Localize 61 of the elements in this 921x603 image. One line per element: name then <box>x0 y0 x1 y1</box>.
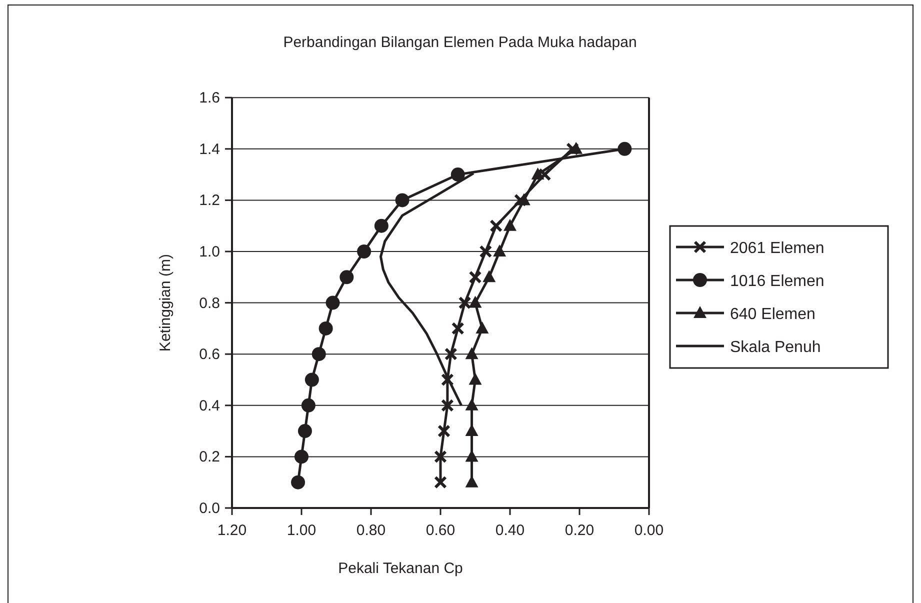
x-tick-label: 0.80 <box>356 522 386 539</box>
point <box>298 424 312 438</box>
point <box>444 348 458 361</box>
legend-label: 1016 Elemen <box>730 273 824 290</box>
point <box>440 373 454 386</box>
y-tick-label: 1.2 <box>199 192 220 210</box>
point <box>490 219 503 232</box>
point <box>618 142 632 156</box>
point <box>451 322 464 335</box>
point <box>493 244 506 256</box>
point <box>340 270 354 284</box>
x-tick-label: 0.00 <box>634 522 664 539</box>
point <box>326 296 340 310</box>
legend-label: Skala Penuh <box>730 339 821 356</box>
point <box>465 398 478 410</box>
point <box>514 194 527 207</box>
x-tick-label: 1.20 <box>217 522 247 539</box>
point <box>479 245 492 258</box>
point <box>291 475 306 490</box>
point <box>440 398 454 412</box>
point <box>294 450 308 464</box>
x-tick-label: 0.40 <box>495 522 525 539</box>
chart-title: Perbandingan Bilangan Elemen Pada Muka hadapan <box>283 34 637 51</box>
point <box>468 372 482 385</box>
y-axis-title: Ketinggian (m) <box>157 254 174 352</box>
y-tick-label: 1.0 <box>199 244 220 260</box>
point <box>538 168 552 182</box>
point <box>458 296 472 310</box>
y-tick-label: 1.4 <box>199 140 220 158</box>
x-tick-label: 0.20 <box>564 522 594 539</box>
point <box>468 270 482 284</box>
point <box>374 218 388 233</box>
x-axis-title: Pekali Tekanan Cp <box>338 560 463 577</box>
point <box>304 372 319 387</box>
y-tick-label: 0.4 <box>199 397 220 414</box>
y-tick-label: 0.6 <box>199 346 220 364</box>
point <box>465 424 478 436</box>
point <box>434 450 447 464</box>
point <box>450 168 465 182</box>
point <box>318 321 333 336</box>
legend-label: 2061 Elemen <box>730 240 824 257</box>
x-tick-label: 0.60 <box>426 522 456 539</box>
y-tick-label: 1.6 <box>199 90 220 107</box>
y-tick-label: 0.0 <box>199 500 220 517</box>
point <box>476 321 489 334</box>
point <box>468 296 482 308</box>
point <box>504 218 516 231</box>
point <box>357 244 372 258</box>
y-tick-label: 0.8 <box>199 294 220 312</box>
legend-label: 640 Elemen <box>730 306 816 323</box>
point <box>465 347 478 360</box>
point <box>465 450 478 462</box>
point <box>395 193 410 208</box>
point <box>301 398 316 412</box>
point <box>437 424 450 438</box>
point <box>566 142 580 156</box>
y-tick-label: 0.2 <box>199 448 220 466</box>
point <box>482 270 496 282</box>
point <box>312 347 326 362</box>
point <box>434 476 447 489</box>
x-tick-label: 1.00 <box>286 522 316 539</box>
